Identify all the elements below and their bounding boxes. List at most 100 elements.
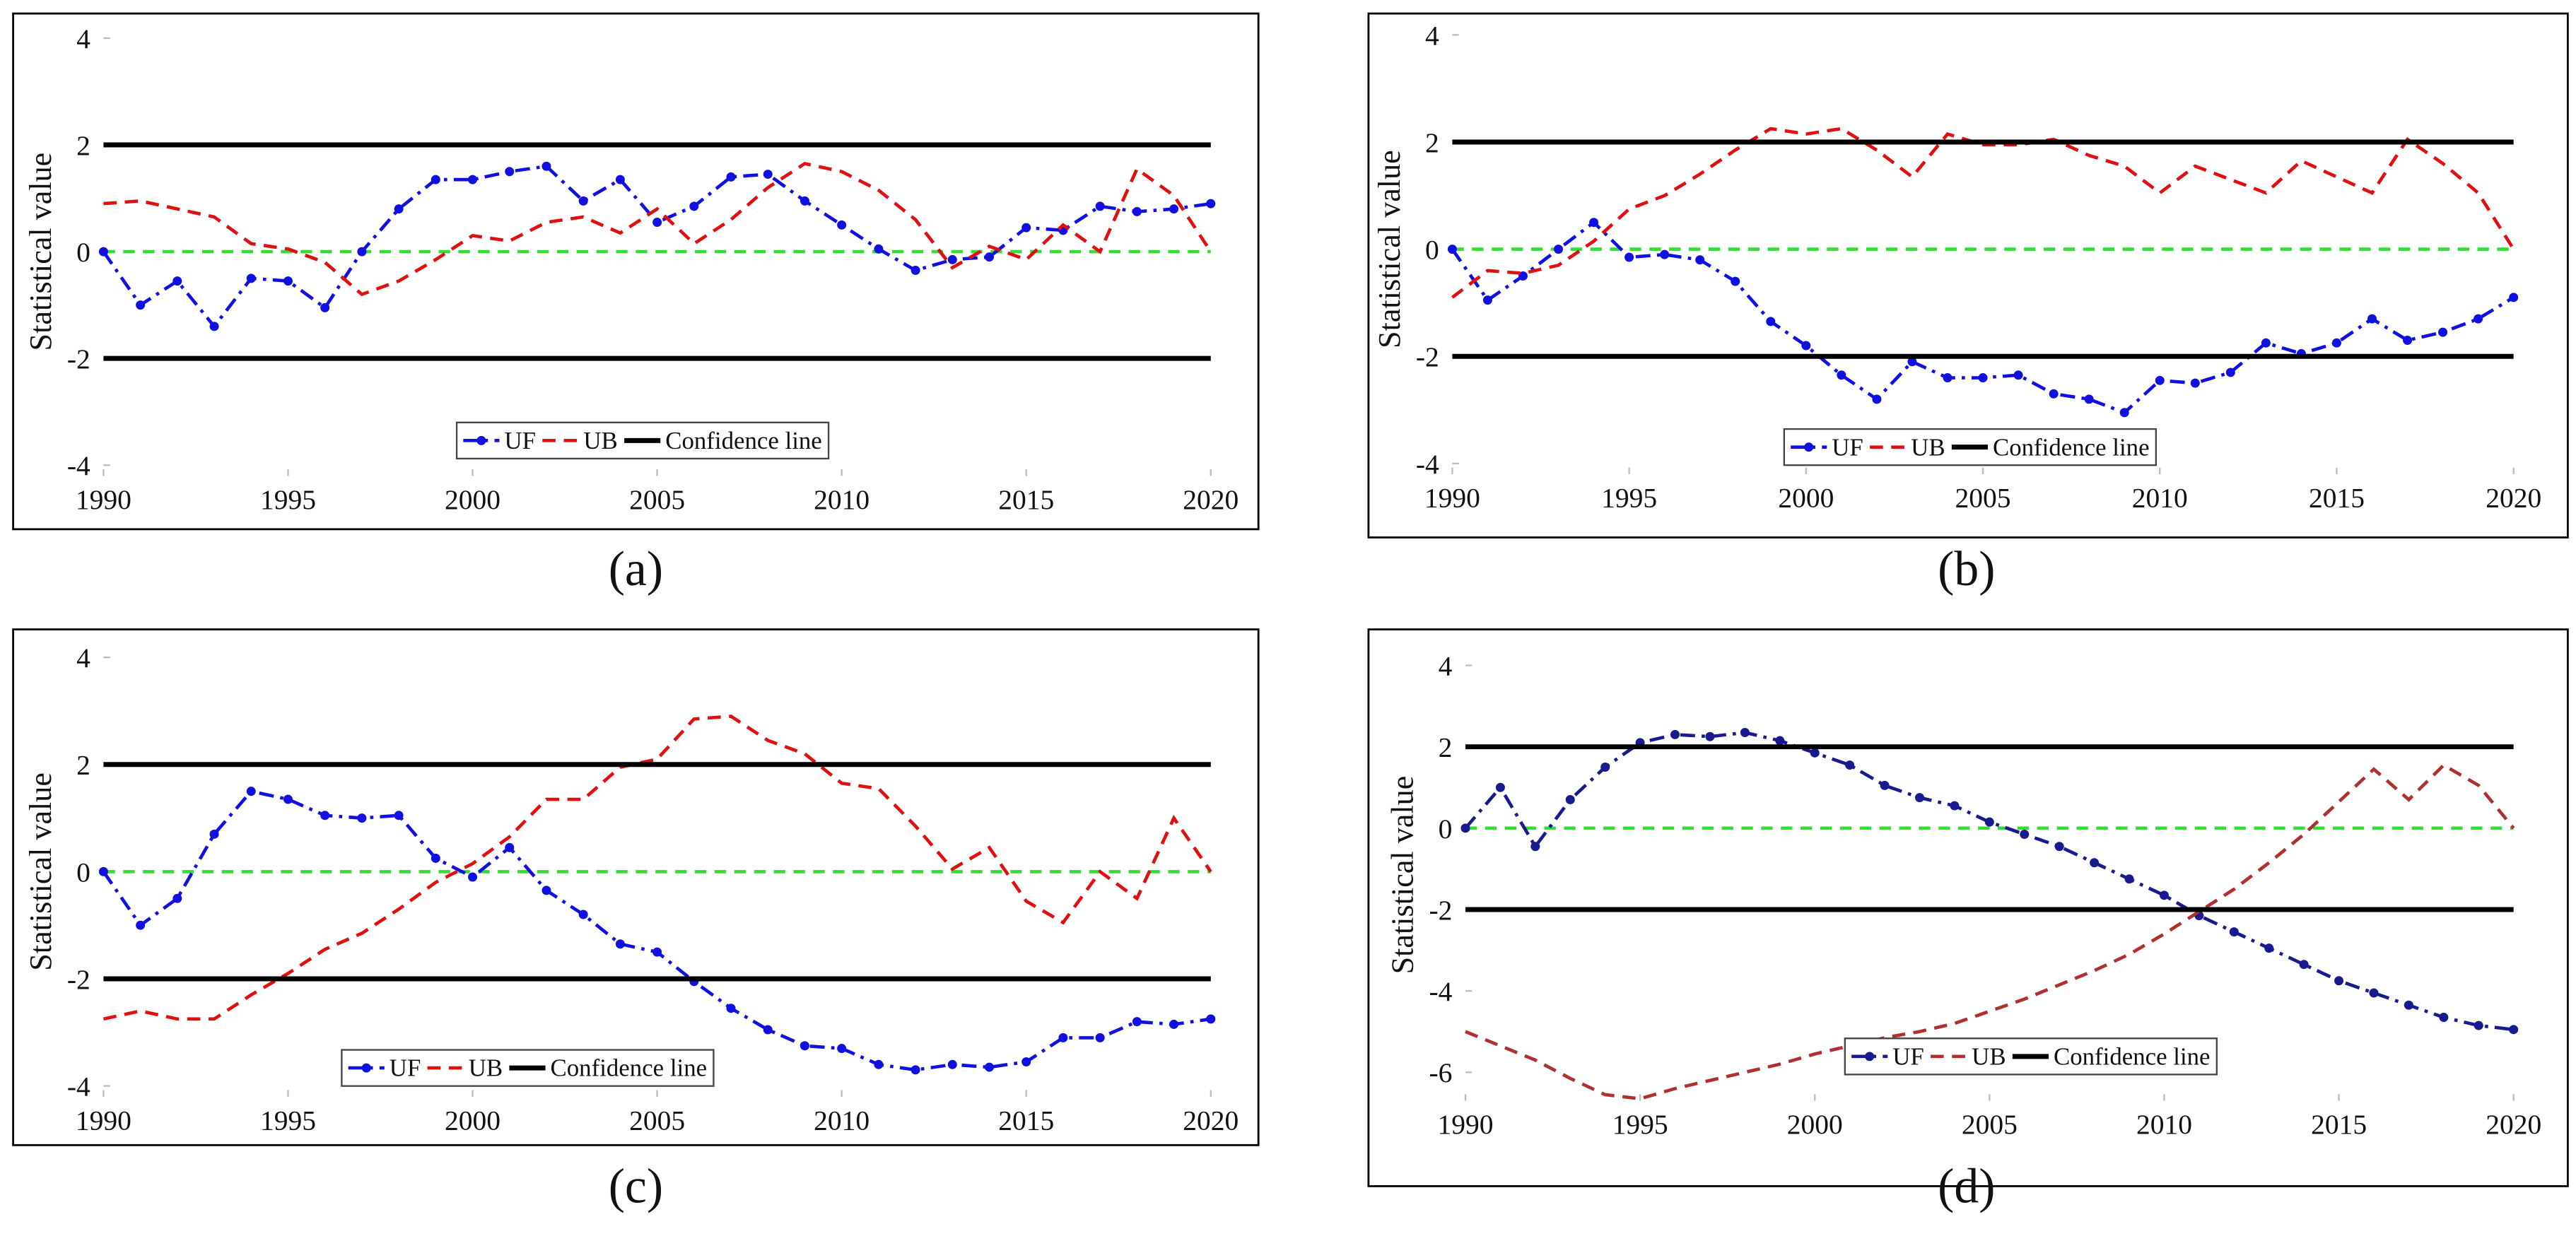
- series-marker: [209, 829, 219, 839]
- series-marker: [615, 939, 625, 949]
- panel-caption: (b): [1938, 542, 1995, 596]
- y-tick-label: 0: [76, 237, 90, 268]
- series-marker: [2403, 335, 2413, 345]
- series-marker: [357, 813, 367, 823]
- series-marker: [2119, 408, 2129, 418]
- series-marker: [1766, 317, 1776, 327]
- y-tick-label: -4: [1416, 449, 1439, 480]
- series-marker: [2369, 988, 2379, 998]
- series-marker: [541, 886, 551, 895]
- series-marker: [246, 274, 256, 283]
- x-tick-label: 1995: [260, 484, 316, 515]
- panel-caption: (d): [1938, 1160, 1995, 1214]
- panel-frame: [12, 628, 1260, 1146]
- series-marker: [726, 1004, 736, 1013]
- series-marker: [505, 167, 515, 177]
- series-marker: [136, 300, 146, 310]
- x-tick-label: 2010: [814, 484, 870, 515]
- series-marker: [1670, 729, 1680, 739]
- x-tick-label: 2010: [814, 1105, 870, 1136]
- x-tick-label: 2015: [2311, 1109, 2367, 1140]
- series-marker: [2299, 960, 2309, 970]
- series-marker: [541, 161, 551, 171]
- y-tick-label: 4: [1439, 650, 1453, 681]
- series-marker: [763, 1025, 773, 1035]
- series-marker: [2090, 858, 2100, 868]
- series-marker: [1021, 223, 1031, 233]
- series-line: [102, 789, 1212, 1072]
- series-marker: [1624, 252, 1634, 262]
- x-tick-label: 2020: [2486, 482, 2541, 513]
- y-tick-label: 2: [1439, 732, 1453, 763]
- series-marker: [1132, 206, 1142, 216]
- series-marker: [1021, 1057, 1031, 1067]
- series-marker: [578, 196, 588, 206]
- series-marker: [1530, 842, 1540, 852]
- x-tick-label: 2000: [445, 484, 500, 515]
- legend: UF UB Confidence line: [1844, 1037, 2218, 1076]
- series-marker: [2439, 1013, 2449, 1023]
- x-tick-label: 2000: [445, 1105, 500, 1136]
- y-tick-label: 4: [1425, 20, 1439, 51]
- legend: UF UB Confidence line: [1783, 428, 2158, 466]
- series-marker: [726, 172, 736, 182]
- series-line: [1464, 731, 2514, 1032]
- series-marker: [2013, 370, 2023, 380]
- series-marker: [1660, 249, 1670, 259]
- x-tick-label: 1990: [76, 1105, 131, 1136]
- x-tick-label: 2005: [629, 1105, 685, 1136]
- legend-label: UF: [390, 1054, 421, 1082]
- series-marker: [431, 175, 440, 184]
- legend-label: UB: [469, 1054, 503, 1082]
- legend-label: UF: [1892, 1042, 1924, 1070]
- series-marker: [2473, 314, 2483, 324]
- series-marker: [1447, 245, 1457, 254]
- series-marker: [136, 920, 146, 930]
- series-marker: [1810, 748, 1820, 758]
- series-marker: [2331, 338, 2341, 348]
- series-marker: [1095, 201, 1105, 211]
- series-marker: [1695, 255, 1705, 265]
- legend-label: Confidence line: [1993, 433, 2150, 461]
- series-marker: [1169, 1019, 1179, 1029]
- series-marker: [1169, 204, 1179, 214]
- series-marker: [2438, 327, 2448, 337]
- legend-label: UF: [504, 427, 536, 454]
- x-tick-label: 2020: [1183, 484, 1239, 515]
- series-marker: [1495, 782, 1505, 792]
- legend: UF UB Confidence line: [455, 421, 830, 460]
- series-marker: [2264, 943, 2274, 953]
- series-marker: [984, 252, 995, 262]
- series-line: [103, 161, 1212, 297]
- series-marker: [874, 244, 884, 254]
- legend-label: Confidence line: [665, 427, 822, 454]
- x-tick-label: 1990: [76, 484, 131, 515]
- series-marker: [874, 1059, 884, 1069]
- x-tick-label: 2015: [2309, 482, 2365, 513]
- panel-caption: (c): [609, 1160, 663, 1214]
- y-axis-label: Statistical value: [1386, 776, 1420, 975]
- series-marker: [283, 276, 293, 286]
- series-marker: [2509, 1025, 2519, 1035]
- x-tick-label: 2000: [1778, 482, 1834, 513]
- series-marker: [394, 204, 404, 214]
- y-tick-label: -2: [1416, 341, 1439, 372]
- series-marker: [172, 893, 182, 903]
- series-marker: [1914, 793, 1924, 803]
- series-marker: [652, 947, 662, 957]
- series-marker: [800, 196, 809, 206]
- series-marker: [2084, 394, 2094, 404]
- series-marker: [1600, 762, 1610, 772]
- series-marker: [2509, 293, 2519, 302]
- series-marker: [431, 853, 440, 863]
- series-marker: [1740, 728, 1750, 738]
- y-axis-label: Statistical value: [1372, 150, 1407, 348]
- series-marker: [320, 811, 330, 821]
- series-marker: [615, 175, 625, 184]
- panel: -4 -2 0 2 4 1990 1995 2000 2005 2010 2015 2020 Stati…: [12, 12, 1260, 596]
- series-marker: [1845, 760, 1855, 770]
- x-tick-label: 2015: [998, 484, 1054, 515]
- series-marker: [1775, 736, 1785, 746]
